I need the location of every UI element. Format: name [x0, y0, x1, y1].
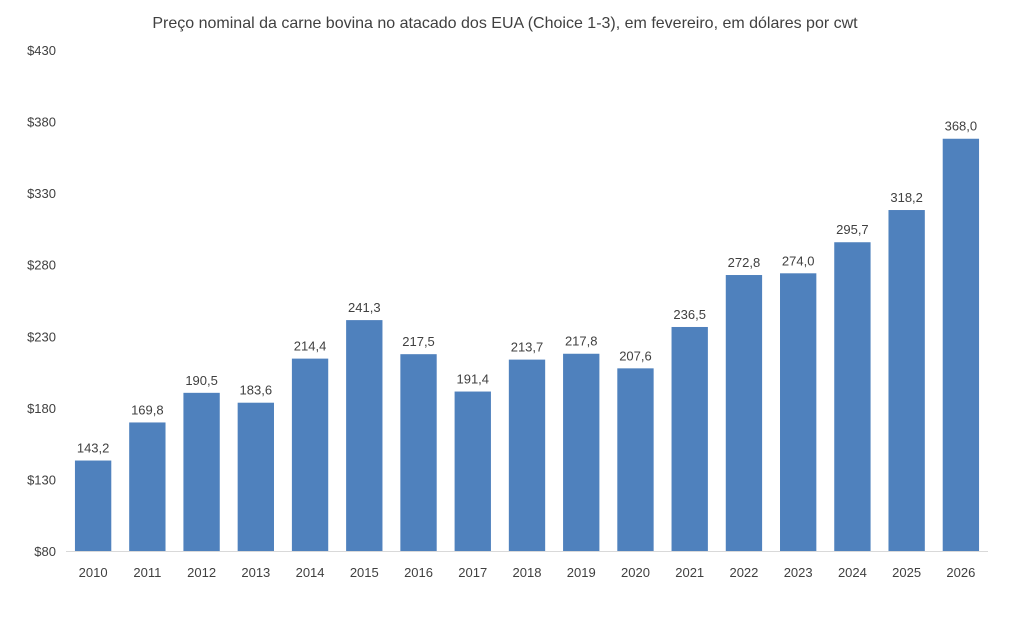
y-tick-label: $280 — [27, 258, 56, 273]
x-tick-label: 2017 — [458, 565, 487, 580]
data-label: 183,6 — [240, 383, 273, 398]
bar-2018 — [508, 359, 546, 551]
x-tick-label: 2018 — [513, 565, 542, 580]
x-tick-label: 2010 — [79, 565, 108, 580]
y-tick-label: $230 — [27, 329, 56, 344]
bar-2013 — [237, 402, 274, 551]
x-tick-label: 2012 — [187, 565, 216, 580]
x-tick-label: 2019 — [567, 565, 596, 580]
bar-2010 — [74, 460, 112, 551]
data-label: 214,4 — [294, 339, 327, 354]
y-axis: $80 $130 $180 $230 $280 $330 $380 $430 — [27, 43, 56, 559]
x-tick-label: 2015 — [350, 565, 379, 580]
data-label: 143,2 — [77, 441, 110, 456]
data-label: 272,8 — [728, 255, 761, 270]
bar-2024 — [834, 242, 871, 552]
x-tick-label: 2023 — [784, 565, 813, 580]
bar-2017 — [454, 391, 491, 551]
bar-2016 — [400, 354, 437, 551]
data-label: 217,5 — [402, 334, 435, 349]
data-label: 368,0 — [945, 119, 978, 134]
bar-2026 — [942, 138, 980, 551]
x-tick-label: 2013 — [241, 565, 270, 580]
bar-2025 — [888, 210, 925, 552]
y-tick-label: $180 — [27, 401, 56, 416]
bar-2019 — [563, 353, 600, 551]
bars: 143,2 169,8 190,5 183,6 214,4 241,3 217,5 191,4… — [74, 119, 980, 552]
y-tick-label: $80 — [34, 544, 56, 559]
bar-2022 — [725, 275, 763, 551]
bar-2021 — [671, 326, 708, 551]
bar-2011 — [129, 422, 166, 551]
x-tick-label: 2021 — [675, 565, 704, 580]
bar-2023 — [780, 273, 817, 551]
data-label: 236,5 — [673, 307, 706, 322]
bar-2015 — [346, 320, 383, 551]
data-label: 169,8 — [131, 402, 164, 417]
bar-2014 — [291, 358, 329, 551]
bar-2020 — [617, 368, 654, 551]
data-label: 191,4 — [456, 372, 489, 387]
data-label: 190,5 — [185, 373, 218, 388]
x-tick-label: 2026 — [946, 565, 975, 580]
data-label: 318,2 — [890, 190, 923, 205]
x-axis: 2010 2011 2012 2013 2014 2015 2016 2017 2018 2019… — [66, 551, 988, 580]
y-tick-label: $330 — [27, 186, 56, 201]
x-tick-label: 2020 — [621, 565, 650, 580]
data-label: 217,8 — [565, 334, 598, 349]
data-label: 241,3 — [348, 300, 381, 315]
x-tick-label: 2014 — [296, 565, 325, 580]
x-tick-label: 2016 — [404, 565, 433, 580]
bar-2012 — [183, 392, 220, 551]
y-tick-label: $130 — [27, 472, 56, 487]
data-label: 295,7 — [836, 222, 869, 237]
y-tick-label: $380 — [27, 115, 56, 130]
data-label: 213,7 — [511, 340, 544, 355]
y-tick-label: $430 — [27, 43, 56, 58]
x-tick-label: 2011 — [133, 565, 161, 580]
x-tick-label: 2022 — [729, 565, 758, 580]
data-label: 274,0 — [782, 253, 815, 268]
x-tick-label: 2024 — [838, 565, 867, 580]
x-tick-label: 2025 — [892, 565, 921, 580]
chart-title: Preço nominal da carne bovina no atacado… — [152, 15, 858, 32]
data-label: 207,6 — [619, 348, 652, 363]
